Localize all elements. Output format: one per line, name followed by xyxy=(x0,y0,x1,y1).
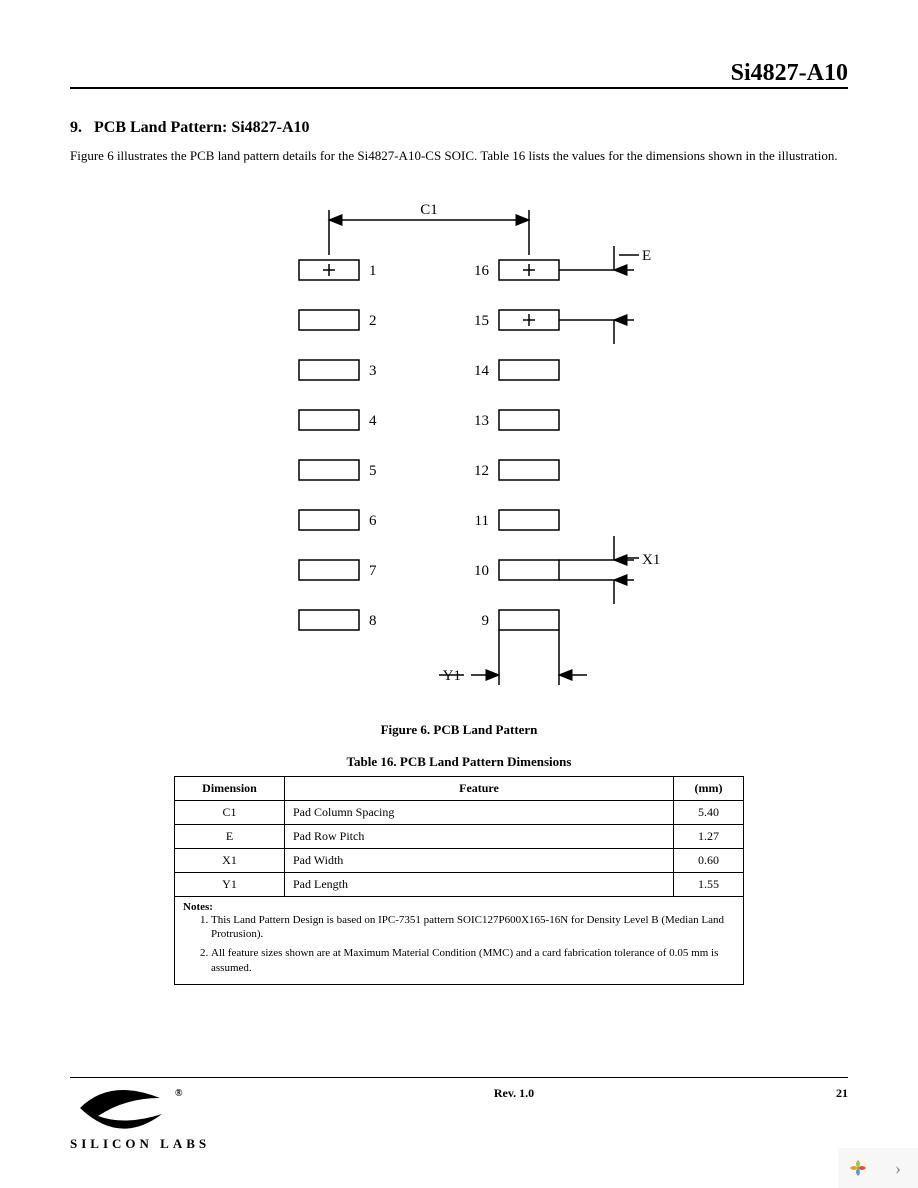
svg-text:13: 13 xyxy=(474,413,489,429)
cell-feature: Pad Width xyxy=(285,848,674,872)
notes-label: Notes: xyxy=(183,901,213,913)
figure-wrap: 1 16 2 15 3 14 4 13 5 12 6 11 7 10 8 9 C1 E X1 Y1 xyxy=(70,180,848,710)
footer-page: 21 xyxy=(788,1086,848,1101)
svg-text:14: 14 xyxy=(474,363,490,379)
doc-title: Si4827-A10 xyxy=(731,60,848,88)
table-row: C1Pad Column Spacing5.40 xyxy=(175,800,744,824)
section-heading: 9. PCB Land Pattern: Si4827-A10 xyxy=(70,119,848,137)
svg-text:E: E xyxy=(642,248,651,264)
nav-next-button[interactable]: › xyxy=(878,1148,918,1188)
svg-text:X1: X1 xyxy=(642,552,660,568)
col-header-feature: Feature xyxy=(285,776,674,800)
cell-mm: 1.27 xyxy=(674,824,744,848)
cell-dimension: E xyxy=(175,824,285,848)
cell-dimension: Y1 xyxy=(175,872,285,896)
nav-widget: › xyxy=(838,1148,918,1188)
svg-text:6: 6 xyxy=(369,513,377,529)
svg-text:15: 15 xyxy=(474,313,489,329)
svg-text:5: 5 xyxy=(369,463,377,479)
header-rule: Si4827-A10 xyxy=(70,60,848,89)
cell-feature: Pad Column Spacing xyxy=(285,800,674,824)
svg-text:4: 4 xyxy=(369,413,377,429)
svg-text:2: 2 xyxy=(369,313,377,329)
cell-mm: 1.55 xyxy=(674,872,744,896)
col-header-dimension: Dimension xyxy=(175,776,285,800)
notes-cell: Notes: This Land Pattern Design is based… xyxy=(175,896,744,984)
dim-table: Dimension Feature (mm) C1Pad Column Spac… xyxy=(174,776,744,985)
cell-mm: 0.60 xyxy=(674,848,744,872)
section-title: PCB Land Pattern: Si4827-A10 xyxy=(94,119,310,136)
chevron-right-icon: › xyxy=(895,1158,901,1179)
section-intro: Figure 6 illustrates the PCB land patter… xyxy=(70,147,848,165)
table-caption: Table 16. PCB Land Pattern Dimensions xyxy=(70,754,848,770)
svg-text:10: 10 xyxy=(474,563,489,579)
svg-text:11: 11 xyxy=(475,513,489,529)
nav-apps-button[interactable] xyxy=(838,1148,878,1188)
note-item: This Land Pattern Design is based on IPC… xyxy=(211,913,735,943)
cell-feature: Pad Length xyxy=(285,872,674,896)
cell-dimension: X1 xyxy=(175,848,285,872)
table-row: EPad Row Pitch1.27 xyxy=(175,824,744,848)
logo-text: SILICON LABS xyxy=(70,1136,210,1151)
svg-text:7: 7 xyxy=(369,563,377,579)
svg-text:Y1: Y1 xyxy=(443,668,461,684)
table-row: Y1Pad Length1.55 xyxy=(175,872,744,896)
section-number: 9. xyxy=(70,119,82,136)
figure-caption: Figure 6. PCB Land Pattern xyxy=(70,722,848,738)
table-row: X1Pad Width0.60 xyxy=(175,848,744,872)
svg-text:9: 9 xyxy=(482,613,490,629)
note-item: All feature sizes shown are at Maximum M… xyxy=(211,946,735,976)
pcb-land-pattern-diagram: 1 16 2 15 3 14 4 13 5 12 6 11 7 10 8 9 C1 E X1 Y1 xyxy=(229,180,689,710)
svg-text:®: ® xyxy=(175,1088,183,1099)
svg-text:16: 16 xyxy=(474,263,490,279)
cell-feature: Pad Row Pitch xyxy=(285,824,674,848)
svg-text:12: 12 xyxy=(474,463,489,479)
svg-text:C1: C1 xyxy=(420,202,438,218)
cell-dimension: C1 xyxy=(175,800,285,824)
svg-text:3: 3 xyxy=(369,363,377,379)
col-header-mm: (mm) xyxy=(674,776,744,800)
svg-text:1: 1 xyxy=(369,263,377,279)
cell-mm: 5.40 xyxy=(674,800,744,824)
footer-rev: Rev. 1.0 xyxy=(240,1086,788,1101)
silicon-labs-logo: ® SILICON LABS xyxy=(70,1086,240,1160)
footer: ® SILICON LABS Rev. 1.0 21 xyxy=(70,1077,848,1160)
svg-text:8: 8 xyxy=(369,613,377,629)
